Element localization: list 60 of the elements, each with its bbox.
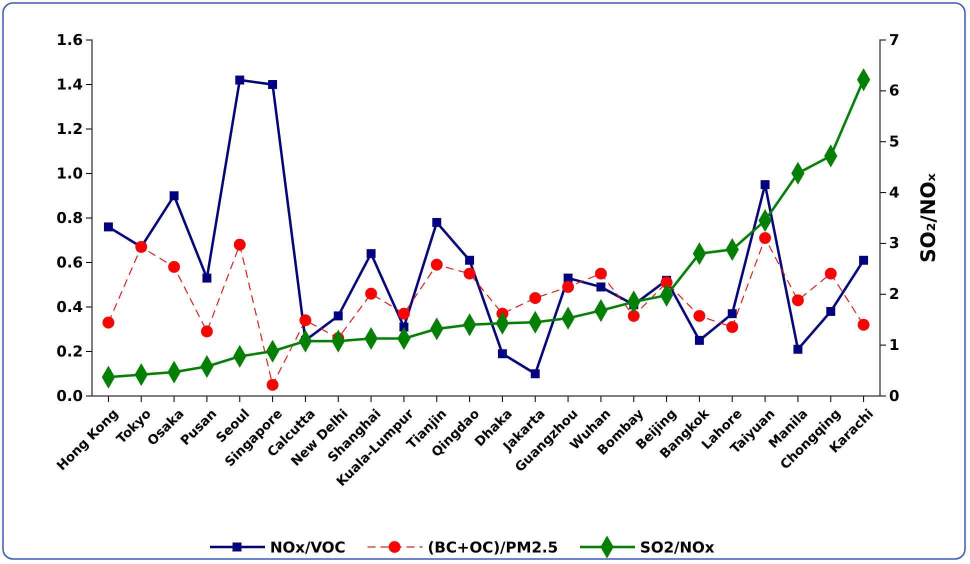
point: [498, 349, 507, 358]
point: [529, 292, 542, 304]
y2-axis-title: SO₂/NOₓ: [916, 172, 940, 263]
y2-tick-label: 4: [889, 183, 900, 202]
point: [858, 318, 870, 331]
y2-tick-label: 2: [889, 285, 900, 304]
point: [102, 316, 114, 328]
point: [793, 344, 802, 354]
y2-tick-label: 0: [889, 386, 900, 405]
y-tick-label: 1.2: [56, 120, 83, 138]
legend-label: NOx/VOC: [270, 538, 346, 556]
point: [826, 306, 836, 316]
point: [464, 268, 476, 280]
legend-label: SO2/NOx: [640, 538, 715, 556]
point: [235, 76, 244, 85]
point: [564, 274, 573, 283]
point: [792, 294, 804, 306]
point: [234, 238, 246, 251]
point: [824, 268, 837, 280]
point: [104, 222, 113, 232]
y2-tick-label: 3: [889, 234, 900, 252]
point: [562, 281, 574, 293]
legend-label: (BC+OC)/PM2.5: [428, 538, 558, 556]
point: [432, 218, 442, 227]
point: [694, 310, 706, 322]
point: [628, 310, 640, 322]
point: [465, 256, 474, 265]
point: [726, 321, 738, 333]
point: [728, 309, 737, 318]
point: [334, 311, 343, 320]
y-tick-label: 0.6: [56, 253, 83, 272]
point: [266, 378, 278, 391]
y-tick-label: 1.0: [56, 164, 83, 182]
point: [759, 232, 771, 244]
y-tick-label: 0.2: [56, 342, 83, 360]
point: [168, 261, 180, 273]
point: [201, 326, 213, 338]
point: [430, 258, 443, 271]
y-tick-label: 0.0: [56, 386, 83, 405]
point: [530, 369, 540, 378]
point: [366, 249, 376, 258]
point: [365, 288, 377, 300]
point: [694, 336, 704, 345]
point: [596, 282, 606, 292]
y-tick-label: 1.6: [56, 30, 83, 49]
point: [202, 274, 212, 283]
y2-tick-label: 1: [889, 336, 900, 354]
point: [300, 314, 312, 326]
y2-tick-label: 6: [889, 82, 900, 100]
y2-tick-label: 5: [889, 132, 900, 151]
y-tick-label: 1.4: [56, 75, 83, 94]
y2-tick-label: 7: [889, 30, 900, 49]
point: [268, 80, 278, 89]
point: [760, 180, 770, 190]
point: [170, 191, 179, 200]
y-tick-label: 0.4: [56, 298, 83, 316]
point: [398, 308, 410, 320]
y-tick-label: 0.8: [56, 208, 83, 227]
point: [859, 256, 868, 265]
point: [595, 268, 607, 280]
